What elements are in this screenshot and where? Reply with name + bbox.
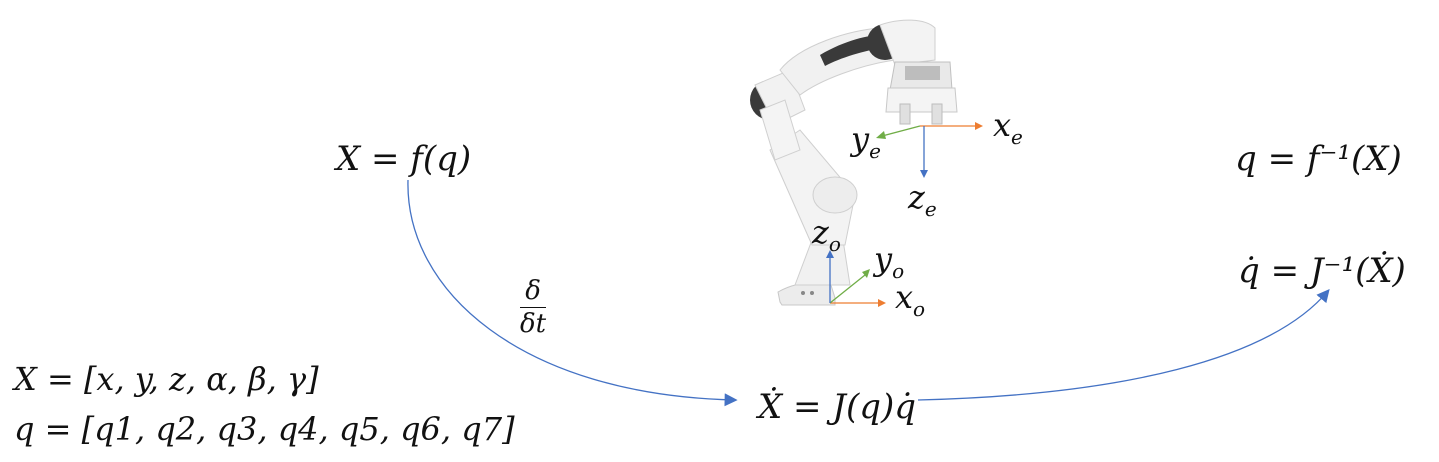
joint-space-vector: q = [q1, q2, q3, q4, q5, q6, q7] — [14, 410, 515, 448]
robot-link-2 — [769, 129, 856, 246]
origin-x-label: xo — [895, 278, 925, 321]
ee-y-label: ye — [849, 120, 881, 163]
time-derivative-label: δ δt — [520, 278, 547, 339]
ee-y-axis — [881, 125, 921, 137]
differential-kinematics-equation: Ẋ = J(q)q̇ — [758, 387, 916, 427]
ee-z-label: ze — [907, 178, 937, 221]
origin-z-label: zo — [811, 213, 841, 256]
derivative-curve — [407, 179, 738, 407]
origin-y-label: yo — [872, 240, 904, 283]
inverse-kinematics-equation: q = f⁻¹(X) — [1235, 139, 1402, 179]
inverse-velocity-equation: q̇ = J⁻¹(Ẋ) — [1238, 251, 1406, 291]
task-space-vector: X = [x, y, z, α, β, γ] — [14, 360, 319, 398]
derivative-numerator: δ — [520, 278, 547, 308]
ee-x-label: xe — [993, 106, 1023, 149]
origin-y-axis — [829, 274, 866, 304]
forward-kinematics-equation: X = f(q) — [336, 139, 472, 179]
inverse-curve — [917, 289, 1330, 401]
derivative-denominator: δt — [520, 309, 547, 339]
